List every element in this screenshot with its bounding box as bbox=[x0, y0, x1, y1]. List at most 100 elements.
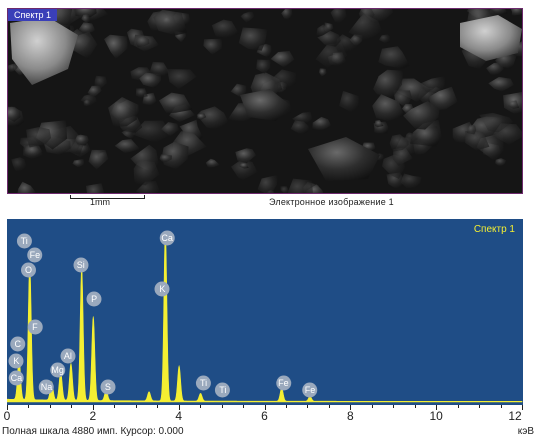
rock-grain bbox=[257, 174, 278, 193]
spectrum-series bbox=[7, 230, 523, 403]
rock-grain bbox=[88, 149, 109, 170]
x-tick-mark bbox=[114, 405, 116, 408]
x-tick-mark bbox=[307, 405, 309, 408]
rock-grain bbox=[104, 34, 128, 59]
rock-grain bbox=[235, 148, 256, 164]
sem-image: Спектр 1 bbox=[7, 8, 523, 194]
rock-grain bbox=[281, 9, 293, 20]
rock-grain bbox=[373, 69, 404, 98]
element-label-fe: Fe bbox=[278, 378, 289, 389]
element-label-s: S bbox=[104, 381, 111, 392]
x-tick-mark bbox=[92, 405, 94, 410]
rock-grain bbox=[108, 97, 137, 127]
spectrum-plot: Спектр 1 Ti Fe O F C K Ca Na Mg Al Si P S Ca K Ti Ti Fe Fe bbox=[7, 219, 523, 405]
element-label-fe: Fe bbox=[29, 249, 41, 260]
rock-grain bbox=[81, 14, 91, 24]
bright-particle-right bbox=[460, 15, 522, 61]
element-label-fe: Fe bbox=[304, 385, 316, 396]
x-tick-mark bbox=[243, 405, 245, 408]
rock-grain bbox=[8, 106, 21, 122]
element-label-p: P bbox=[91, 294, 98, 305]
x-tick-mark bbox=[522, 405, 523, 410]
rock-grain bbox=[203, 38, 223, 55]
rock-grain bbox=[24, 144, 43, 158]
sem-footer: 1mm Электронное изображение 1 bbox=[7, 194, 523, 208]
rock-grain bbox=[374, 120, 384, 128]
x-axis: 0 2 4 6 8 10 12 bbox=[3, 405, 523, 425]
rock-grain bbox=[335, 34, 358, 52]
rock-grain bbox=[508, 100, 520, 109]
x-tick-mark bbox=[350, 405, 352, 410]
rock-grain bbox=[94, 75, 108, 89]
element-label-si: Si bbox=[76, 260, 85, 271]
x-tick-mark bbox=[500, 405, 502, 408]
x-tick-mark bbox=[264, 405, 266, 410]
rock-grain bbox=[488, 76, 514, 92]
x-tick-label: 10 bbox=[429, 409, 443, 423]
element-label-k: K bbox=[13, 355, 20, 366]
element-label-f: F bbox=[32, 321, 38, 332]
rock-grain bbox=[287, 178, 313, 193]
x-tick-mark bbox=[285, 405, 287, 408]
rock-grain bbox=[153, 9, 188, 36]
element-label-al: Al bbox=[63, 350, 72, 361]
rock-grain bbox=[230, 83, 247, 98]
rock-grain bbox=[330, 9, 347, 23]
rock-grain bbox=[510, 9, 522, 16]
scale-bar bbox=[70, 195, 145, 199]
rock-grain bbox=[319, 68, 327, 77]
rock-grain bbox=[419, 76, 445, 94]
x-tick-mark bbox=[200, 405, 202, 408]
x-tick-label: 8 bbox=[346, 409, 354, 423]
rock-grain bbox=[149, 61, 171, 77]
image-caption: Электронное изображение 1 bbox=[269, 197, 394, 207]
scale-bar-label: 1mm bbox=[90, 197, 110, 207]
rock-grain bbox=[414, 126, 440, 147]
element-label-k: K bbox=[159, 284, 166, 295]
x-tick-mark bbox=[157, 405, 159, 408]
rock-grain bbox=[132, 120, 172, 143]
rock-grain bbox=[280, 186, 290, 193]
rock-grain bbox=[159, 92, 193, 114]
rock-grain bbox=[161, 141, 189, 170]
rock-grain bbox=[17, 181, 36, 193]
element-label-c: C bbox=[14, 338, 21, 349]
element-label-ca: Ca bbox=[10, 373, 23, 384]
grey-particle-bottom bbox=[308, 137, 380, 181]
rock-grain bbox=[467, 124, 477, 135]
rock-grain bbox=[8, 63, 18, 73]
rock-grain bbox=[75, 134, 89, 146]
x-tick-label: 2 bbox=[89, 409, 97, 423]
element-label-mg: Mg bbox=[51, 364, 64, 375]
x-tick-label: 12 bbox=[508, 409, 522, 423]
rock-grain bbox=[11, 157, 27, 172]
x-tick-mark bbox=[414, 405, 416, 408]
rock-grain bbox=[372, 94, 405, 122]
rock-grain bbox=[72, 158, 85, 168]
x-tick-mark bbox=[457, 405, 459, 408]
x-tick-mark bbox=[393, 405, 395, 408]
rock-grain bbox=[211, 19, 239, 38]
rock-grain bbox=[83, 99, 91, 107]
rock-grain bbox=[428, 86, 458, 111]
x-tick-mark bbox=[49, 405, 51, 408]
rock-grain bbox=[161, 122, 179, 137]
x-tick-mark bbox=[28, 405, 30, 408]
rock-grain bbox=[135, 181, 160, 193]
rock-grain bbox=[271, 69, 296, 89]
rock-grain bbox=[393, 90, 412, 108]
rock-grain bbox=[205, 158, 220, 168]
x-tick-label: 4 bbox=[175, 409, 182, 423]
rock-grain bbox=[66, 31, 98, 59]
x-tick-mark bbox=[178, 405, 180, 410]
x-tick-mark bbox=[135, 405, 137, 408]
rock-grain bbox=[290, 120, 310, 134]
x-tick-mark bbox=[221, 405, 223, 408]
element-label-ca: Ca bbox=[161, 232, 173, 243]
rock-grain bbox=[270, 51, 295, 68]
x-tick-label: 0 bbox=[3, 409, 11, 423]
rock-grain bbox=[479, 112, 513, 133]
rock-grain bbox=[114, 139, 141, 154]
x-axis-units: кэВ bbox=[517, 426, 534, 437]
rock-grain bbox=[80, 93, 98, 106]
